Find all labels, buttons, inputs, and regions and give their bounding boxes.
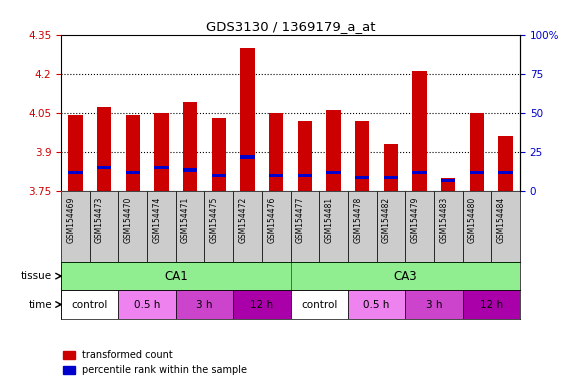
Bar: [290, 191, 319, 262]
Bar: [97, 108, 111, 191]
Bar: [233, 191, 262, 262]
Text: GSM154470: GSM154470: [124, 197, 132, 243]
Text: GSM154483: GSM154483: [439, 197, 449, 243]
Bar: [319, 191, 348, 262]
Bar: [97, 166, 111, 169]
Text: 0.5 h: 0.5 h: [363, 300, 390, 310]
Text: control: control: [301, 300, 338, 310]
Bar: [241, 156, 254, 159]
Bar: [61, 262, 290, 290]
Bar: [297, 174, 312, 177]
Bar: [290, 290, 348, 319]
Text: GSM154480: GSM154480: [468, 197, 477, 243]
Bar: [119, 290, 175, 319]
Text: GSM154479: GSM154479: [411, 197, 419, 243]
Bar: [462, 191, 492, 262]
Text: 0.5 h: 0.5 h: [134, 300, 160, 310]
Bar: [154, 113, 168, 191]
Bar: [355, 176, 370, 179]
Bar: [498, 136, 513, 191]
Bar: [269, 113, 284, 191]
Title: GDS3130 / 1369179_a_at: GDS3130 / 1369179_a_at: [206, 20, 375, 33]
Bar: [211, 174, 226, 177]
Bar: [61, 191, 89, 262]
Text: GSM154474: GSM154474: [152, 197, 162, 243]
Bar: [413, 71, 427, 191]
Text: GSM154473: GSM154473: [95, 197, 104, 243]
Bar: [470, 113, 484, 191]
Bar: [175, 290, 233, 319]
Bar: [441, 178, 456, 191]
Bar: [241, 48, 254, 191]
Legend: transformed count, percentile rank within the sample: transformed count, percentile rank withi…: [63, 351, 248, 375]
Bar: [413, 171, 427, 174]
Text: CA1: CA1: [164, 270, 188, 283]
Bar: [383, 144, 398, 191]
Bar: [434, 191, 462, 262]
Bar: [154, 166, 168, 169]
Text: 12 h: 12 h: [480, 300, 503, 310]
Bar: [125, 171, 140, 174]
Bar: [376, 191, 406, 262]
Text: control: control: [71, 300, 108, 310]
Bar: [297, 121, 312, 191]
Bar: [348, 191, 376, 262]
Bar: [327, 171, 340, 174]
Bar: [233, 290, 290, 319]
Bar: [68, 171, 83, 174]
Bar: [462, 290, 520, 319]
Bar: [68, 115, 83, 191]
Text: time: time: [28, 300, 52, 310]
Bar: [269, 174, 284, 177]
Text: GSM154482: GSM154482: [382, 197, 391, 243]
Text: 3 h: 3 h: [196, 300, 213, 310]
Bar: [119, 191, 147, 262]
Bar: [441, 179, 456, 182]
Bar: [406, 191, 434, 262]
Bar: [327, 110, 340, 191]
Bar: [498, 171, 513, 174]
Bar: [147, 191, 175, 262]
Text: tissue: tissue: [21, 271, 52, 281]
Bar: [125, 115, 140, 191]
Text: GSM154475: GSM154475: [210, 197, 219, 243]
Bar: [183, 102, 198, 191]
Text: GSM154484: GSM154484: [497, 197, 505, 243]
Text: GSM154471: GSM154471: [181, 197, 190, 243]
Bar: [262, 191, 290, 262]
Bar: [175, 191, 205, 262]
Bar: [290, 262, 520, 290]
Bar: [348, 290, 405, 319]
Text: GSM154481: GSM154481: [325, 197, 333, 243]
Text: GSM154469: GSM154469: [66, 197, 76, 243]
Bar: [89, 191, 119, 262]
Bar: [492, 191, 520, 262]
Text: GSM154477: GSM154477: [296, 197, 305, 243]
Bar: [211, 118, 226, 191]
Text: 3 h: 3 h: [426, 300, 442, 310]
Bar: [383, 176, 398, 179]
Text: GSM154478: GSM154478: [353, 197, 362, 243]
Bar: [205, 191, 233, 262]
Bar: [183, 169, 198, 172]
Text: GSM154476: GSM154476: [267, 197, 276, 243]
Bar: [355, 121, 370, 191]
Bar: [61, 290, 119, 319]
Bar: [406, 290, 462, 319]
Text: GSM154472: GSM154472: [238, 197, 248, 243]
Bar: [470, 171, 484, 174]
Text: 12 h: 12 h: [250, 300, 274, 310]
Text: CA3: CA3: [393, 270, 417, 283]
